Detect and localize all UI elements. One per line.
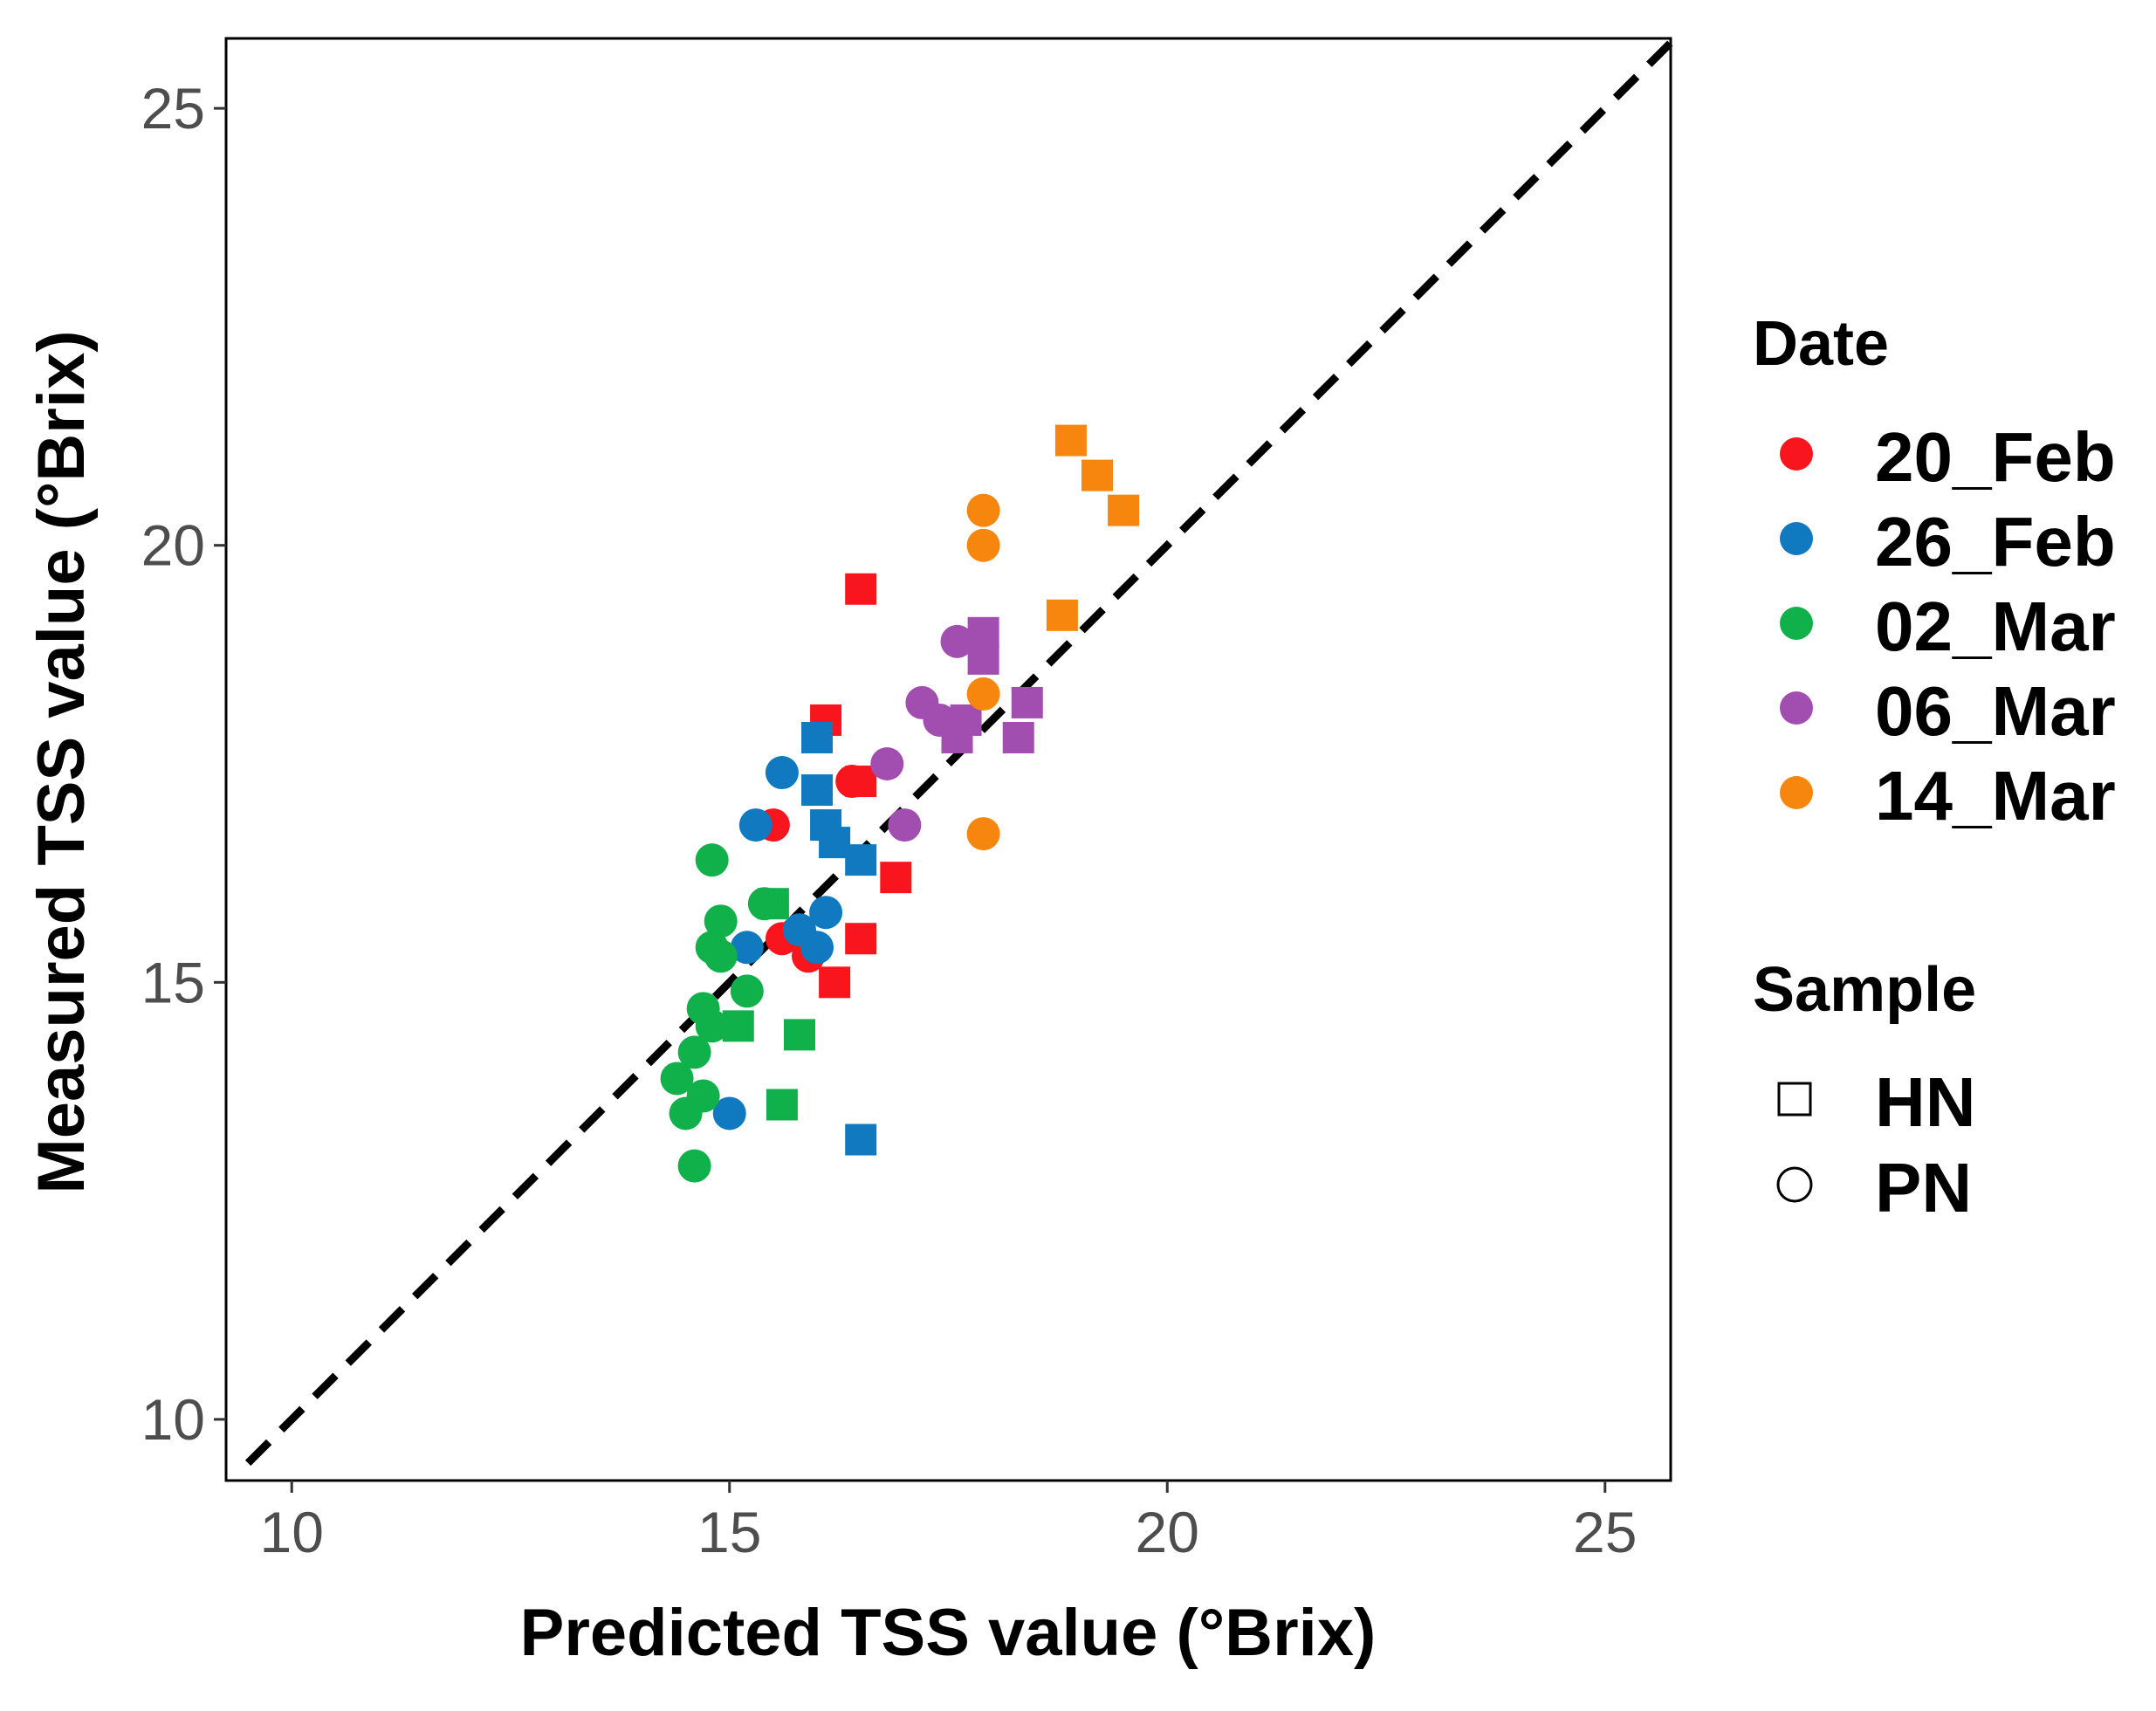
point-06_Mar-hn <box>967 642 999 675</box>
point-20_Feb-hn <box>845 573 877 605</box>
point-26_Feb-hn <box>845 844 877 876</box>
y-tick-label: 25 <box>141 76 205 141</box>
legend-sample-title: Sample <box>1753 955 1976 1025</box>
point-02_Mar-pn <box>677 1149 711 1183</box>
point-06_Mar-pn <box>888 808 922 842</box>
point-14_Mar-hn <box>1054 424 1087 457</box>
legend-date-key <box>1780 607 1813 640</box>
y-tick-label: 15 <box>141 950 205 1014</box>
legend-date-label: 14_Mar <box>1875 757 2116 835</box>
point-14_Mar-pn <box>966 493 1000 527</box>
legend-date-key <box>1780 437 1813 471</box>
point-14_Mar-hn <box>1081 459 1114 491</box>
point-14_Mar-hn <box>1108 494 1140 526</box>
legend-sample-circle-icon <box>1776 1166 1813 1203</box>
y-axis-title: Measured TSS value (°Brix) <box>24 330 99 1193</box>
axis-ticks: 10 15 20 25 10 15 20 25 <box>141 76 1638 1564</box>
legend-date-key <box>1780 776 1813 809</box>
point-02_Mar-pn <box>695 1009 729 1043</box>
legend-date-label: 26_Feb <box>1875 503 2116 581</box>
point-02_Mar-hn <box>783 1019 815 1051</box>
point-20_Feb-hn <box>845 923 877 955</box>
point-02_Mar-pn <box>704 939 738 973</box>
legend-sample-label: HN <box>1875 1063 1976 1141</box>
point-14_Mar-hn <box>1046 599 1078 631</box>
point-14_Mar-pn <box>966 528 1000 562</box>
data-points <box>660 424 1140 1183</box>
point-20_Feb-pn <box>835 765 869 799</box>
point-26_Feb-hn <box>845 1123 877 1156</box>
point-02_Mar-hn <box>766 1089 798 1121</box>
legend-date-title: Date <box>1753 309 1889 379</box>
point-06_Mar-hn <box>1011 686 1043 718</box>
point-20_Feb-hn <box>880 862 912 894</box>
x-tick-label: 15 <box>697 1500 761 1564</box>
point-06_Mar-pn <box>870 747 904 781</box>
point-26_Feb-hn <box>801 721 834 753</box>
point-02_Mar-pn <box>695 843 729 877</box>
legend-date-label: 20_Feb <box>1875 418 2116 496</box>
point-14_Mar-pn <box>966 677 1000 711</box>
legend-date-label: 02_Mar <box>1875 588 2116 665</box>
y-tick-label: 20 <box>141 513 205 578</box>
point-02_Mar-pn <box>669 1096 703 1130</box>
x-tick-label: 10 <box>260 1500 324 1564</box>
legend-date-key <box>1780 522 1813 555</box>
point-26_Feb-hn <box>819 827 851 859</box>
point-06_Mar-pn <box>940 624 974 658</box>
point-26_Feb-pn <box>809 896 843 930</box>
point-02_Mar-pn <box>704 904 738 938</box>
point-02_Mar-pn <box>730 974 764 1008</box>
x-tick-label: 20 <box>1136 1500 1199 1564</box>
y-tick-label: 10 <box>141 1387 205 1452</box>
point-02_Mar-pn <box>677 1035 711 1069</box>
point-14_Mar-pn <box>966 817 1000 851</box>
point-26_Feb-pn <box>730 931 764 965</box>
point-06_Mar-pn <box>923 703 957 737</box>
point-26_Feb-pn <box>800 931 834 965</box>
point-26_Feb-pn <box>765 756 799 790</box>
legend-sample-label: PN <box>1875 1149 1972 1227</box>
point-26_Feb-pn <box>712 1096 746 1130</box>
x-axis-title: Predicted TSS value (°Brix) <box>520 1596 1377 1670</box>
legend-date-key <box>1780 691 1813 725</box>
point-06_Mar-hn <box>1002 721 1034 753</box>
point-26_Feb-hn <box>801 774 834 807</box>
legend-sample-square-icon <box>1777 1082 1812 1117</box>
point-02_Mar-pn <box>660 1062 694 1096</box>
point-20_Feb-hn <box>819 966 851 999</box>
legend-sample: HN PN <box>1776 1063 1976 1227</box>
point-26_Feb-pn <box>738 808 772 842</box>
x-tick-label: 25 <box>1573 1500 1637 1564</box>
point-02_Mar-pn <box>747 887 781 921</box>
legend-date-label: 06_Mar <box>1875 672 2116 750</box>
